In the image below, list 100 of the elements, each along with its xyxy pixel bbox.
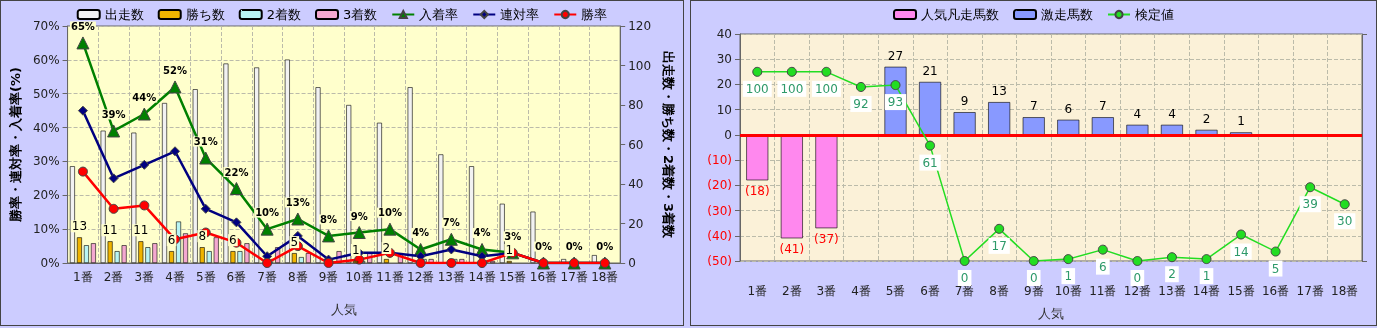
data-label: 100 (814, 81, 838, 96)
data-label: 13% (285, 196, 310, 208)
y-tick-label: 0 (724, 127, 732, 142)
data-label: 39% (101, 108, 126, 120)
x-tick-label: 11番 (1089, 284, 1117, 298)
data-label: 0% (596, 241, 614, 252)
data-label: (41) (779, 242, 805, 257)
x-tick-label: 5番 (195, 270, 216, 284)
x-axis-title: 人気 (1038, 306, 1064, 321)
y-tick-label: (50) (707, 254, 732, 268)
x-tick-label: 6番 (226, 270, 247, 284)
data-label: 17 (991, 238, 1007, 253)
legend-label: 入着率 (419, 7, 459, 22)
data-label: 39 (1302, 197, 1318, 212)
data-label: 4 (1168, 106, 1176, 121)
data-label: 7 (1029, 99, 1038, 114)
y-axis-title: 勝率・連対率・入着率(%) (8, 67, 23, 223)
data-label: 8 (198, 229, 207, 244)
y-tick-label: 30% (32, 154, 60, 169)
y-tick-label: 10 (716, 102, 732, 117)
y-tick-label: (20) (707, 178, 732, 193)
y-tick-label: (30) (707, 203, 732, 218)
legend-label: 激走馬数 (1041, 7, 1093, 22)
data-label: 0 (1029, 271, 1038, 285)
data-label: 14 (1233, 244, 1249, 259)
data-label: 10% (377, 207, 402, 219)
y2-tick-label: 20 (628, 216, 644, 231)
y2-tick-label: 100 (628, 58, 652, 73)
data-label: 5 (1271, 261, 1280, 276)
data-label: 6 (1099, 259, 1107, 274)
legend-label: 勝ち数 (185, 7, 225, 22)
x-tick-label: 4番 (851, 284, 871, 298)
x-tick-label: 18番 (591, 270, 619, 284)
x-tick-label: 17番 (1296, 284, 1324, 298)
x-tick-label: 18番 (1331, 284, 1359, 298)
data-label: 4% (412, 227, 430, 239)
data-label: 10% (255, 207, 280, 219)
data-label: 61 (922, 155, 938, 170)
x-tick-label: 14番 (1192, 284, 1221, 298)
x-tick-label: 14番 (468, 270, 496, 284)
x-tick-label: 1番 (747, 284, 768, 298)
data-label: 6 (1064, 101, 1073, 116)
x-tick-label: 3番 (134, 270, 155, 284)
data-label: 9% (350, 210, 368, 222)
legend-label: 人気凡走馬数 (921, 7, 999, 22)
legend-label: 連対率 (500, 7, 540, 22)
x-tick-label: 9番 (1023, 284, 1044, 298)
legend-label: 2着数 (266, 7, 302, 22)
data-label: 8% (320, 213, 338, 225)
data-label: 5 (290, 235, 299, 250)
data-label: 6 (229, 233, 237, 248)
data-label: 4 (1133, 106, 1142, 121)
data-label: 1 (1202, 269, 1211, 284)
y-tick-label: 40 (716, 27, 732, 41)
x-tick-label: 16番 (529, 270, 558, 284)
data-label: 6 (167, 233, 176, 248)
x-tick-label: 3番 (816, 284, 837, 298)
y2-axis-title: 出走数・勝ち数・2着数・3着数 (661, 50, 676, 240)
data-label: 1 (1237, 114, 1245, 129)
y-tick-label: 20% (32, 188, 60, 203)
y2-tick-label: 0 (628, 256, 636, 270)
data-label: 65% (70, 20, 95, 32)
x-tick-label: 5番 (885, 284, 906, 298)
y-tick-label: 20 (716, 77, 732, 92)
data-label: 7% (442, 217, 460, 229)
data-label: 0 (960, 271, 969, 285)
y-tick-label: (40) (707, 228, 732, 243)
data-label: 3% (504, 230, 522, 242)
y-tick-label: 50% (32, 86, 60, 101)
data-label: 21 (922, 63, 938, 78)
data-label: 93 (887, 95, 904, 110)
y2-tick-label: 120 (628, 19, 652, 33)
y-tick-label: 0% (40, 256, 60, 270)
data-label: 0% (534, 241, 552, 252)
x-tick-label: 8番 (288, 270, 308, 284)
data-label: 52% (163, 64, 187, 76)
data-label: (18) (744, 184, 770, 199)
data-label: 22% (224, 166, 249, 178)
x-tick-label: 8番 (989, 284, 1009, 298)
x-tick-label: 2番 (103, 270, 124, 284)
x-tick-label: 11番 (376, 270, 404, 284)
data-label: 1 (1064, 269, 1073, 284)
x-tick-label: 15番 (499, 270, 527, 284)
x-tick-label: 12番 (1123, 284, 1152, 298)
x-tick-label: 6番 (920, 284, 940, 298)
data-label: 11 (102, 223, 118, 238)
x-tick-label: 2番 (782, 284, 802, 298)
y-tick-label: 40% (32, 120, 60, 135)
data-label: (37) (814, 232, 839, 247)
x-tick-label: 10番 (1054, 284, 1082, 298)
y-tick-label: (10) (707, 153, 732, 168)
data-label: 30 (1337, 214, 1353, 229)
y-tick-label: 70% (32, 19, 60, 33)
x-axis-title: 人気 (330, 302, 357, 317)
x-tick-label: 7番 (257, 270, 277, 284)
data-label: 31% (193, 136, 218, 148)
data-label: 11 (133, 223, 149, 238)
data-label: 1 (351, 243, 360, 258)
x-tick-label: 16番 (1261, 284, 1290, 298)
data-label: 0% (565, 241, 583, 252)
